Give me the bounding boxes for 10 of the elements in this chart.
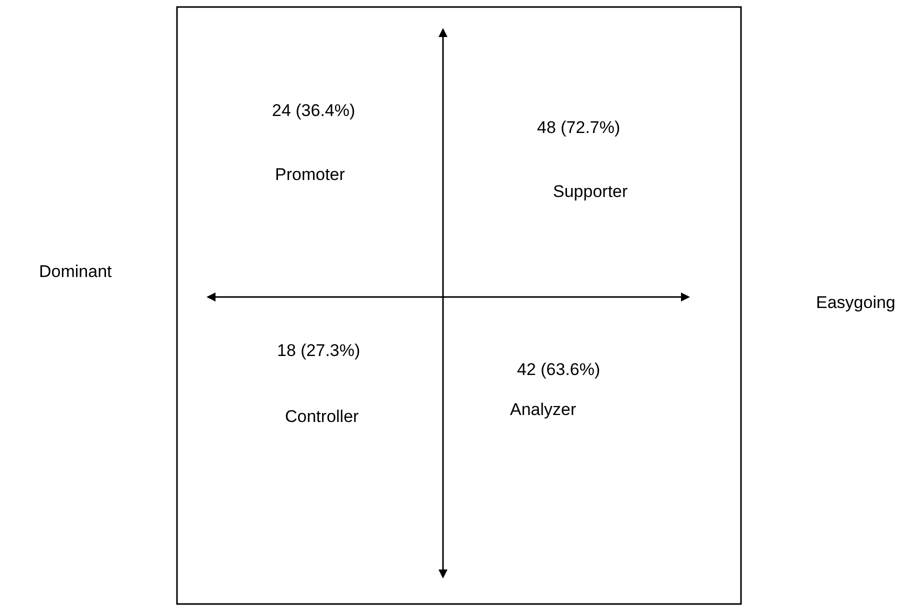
data-label: 18 (27.3%) (277, 341, 360, 360)
category-label: Controller (285, 407, 360, 426)
category-label: Promoter (275, 165, 346, 184)
category-label: Analyzer (510, 400, 576, 419)
text: Easygoing (816, 293, 896, 312)
text: Dominant (39, 262, 112, 281)
data-label: 48 (72.7%) (537, 118, 620, 137)
data-label: 42 (63.6%) (517, 360, 600, 379)
data-label: 24 (36.4%) (272, 101, 356, 120)
category-label: Supporter (553, 182, 628, 201)
